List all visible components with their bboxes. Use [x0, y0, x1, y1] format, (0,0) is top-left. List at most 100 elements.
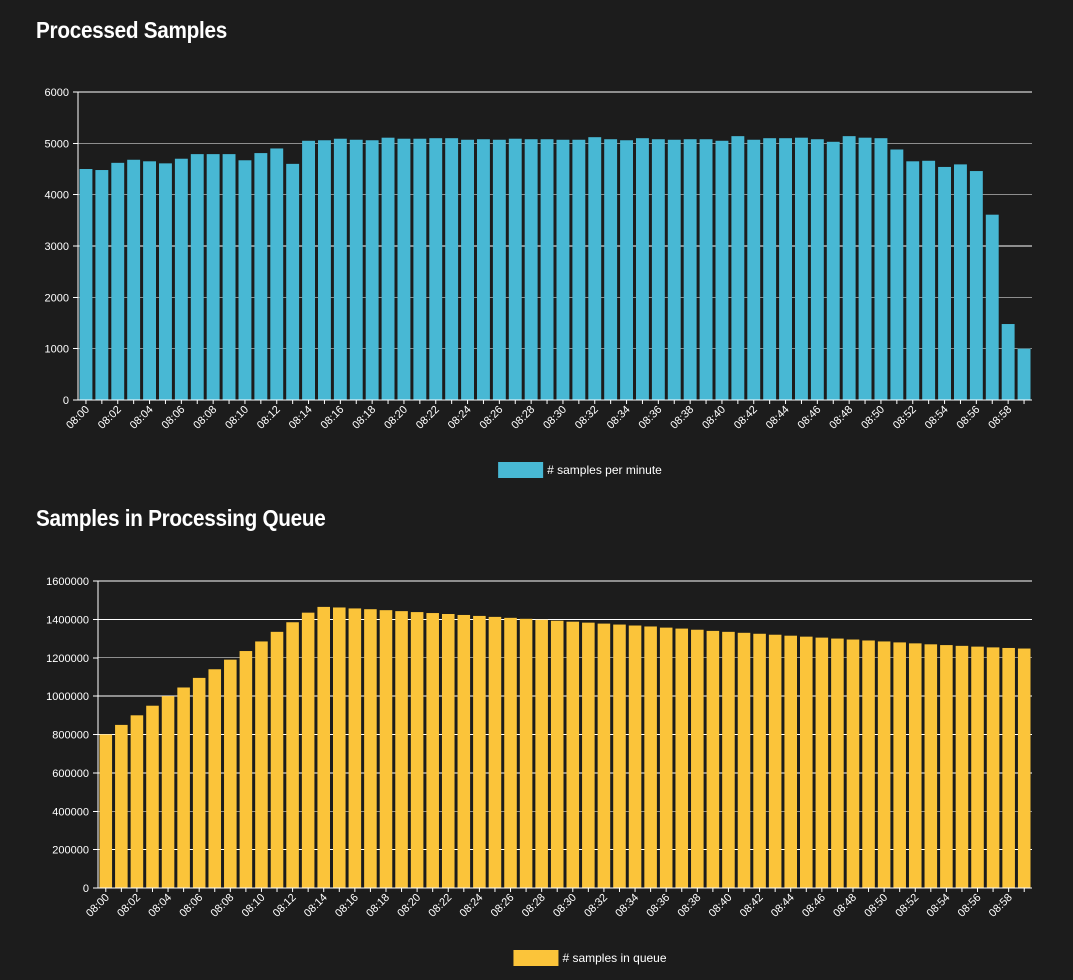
bar: [969, 171, 983, 400]
bar: [286, 622, 299, 888]
y-tick-label: 1000000: [46, 691, 89, 703]
bar: [473, 615, 486, 888]
x-tick-label: 08:00: [64, 404, 92, 432]
bar: [540, 139, 554, 400]
bar: [706, 630, 720, 888]
bar: [858, 137, 872, 400]
x-tick-label: 08:30: [551, 892, 579, 920]
bar: [784, 635, 797, 888]
y-tick-label: 2000: [45, 292, 69, 304]
bar: [893, 642, 906, 888]
processing-queue-chart: 0 200000 400000 600000 800000 1000000 1200000 1…: [46, 576, 1032, 966]
x-tick-label: 08:06: [160, 404, 188, 432]
x-tick-label: 08:18: [350, 404, 378, 432]
x-tick-label: 08:22: [414, 404, 442, 432]
bar: [95, 170, 109, 400]
bar: [349, 139, 363, 400]
bar: [445, 138, 459, 400]
x-tick-label: 08:48: [831, 892, 859, 920]
x-tick-label: 08:28: [509, 404, 537, 432]
bar: [397, 138, 411, 401]
bar: [239, 651, 253, 888]
bar: [922, 160, 936, 400]
bar: [747, 139, 761, 400]
y-tick-label: 0: [63, 395, 69, 407]
bar: [379, 610, 393, 888]
x-tick-label: 08:04: [128, 404, 156, 432]
x-tick-label: 08:48: [827, 404, 855, 432]
x-tick-label: 08:24: [458, 892, 486, 920]
x-tick-label: 08:46: [796, 404, 824, 432]
bar: [224, 659, 237, 888]
bar: [815, 637, 829, 888]
bar: [620, 140, 633, 400]
x-tick-label: 08:44: [769, 892, 797, 920]
bar: [659, 627, 673, 888]
x-tick-label: 08:42: [732, 404, 760, 432]
bar: [955, 645, 969, 888]
bar: [508, 138, 522, 401]
legend-swatch: [498, 462, 544, 478]
x-tick-label: 08:14: [302, 892, 330, 920]
bar: [159, 163, 172, 400]
bar: [1002, 647, 1015, 888]
x-tick-label: 08:56: [956, 892, 984, 920]
bar: [800, 636, 813, 888]
y-tick-label: 4000: [45, 190, 69, 202]
bar: [457, 614, 471, 888]
bar: [628, 625, 642, 888]
bar: [753, 633, 766, 888]
x-tick-label: 08:06: [177, 892, 205, 920]
bar: [206, 154, 220, 400]
x-tick-label: 08:34: [605, 404, 633, 432]
bar: [286, 163, 300, 400]
x-tick-label: 08:08: [191, 404, 219, 432]
y-tick-label: 5000: [45, 138, 69, 150]
x-tick-label: 08:40: [707, 892, 735, 920]
bar: [208, 669, 222, 888]
bar: [333, 607, 346, 888]
bar: [318, 140, 331, 400]
legend-label: # samples in queue: [562, 951, 666, 965]
x-tick-label: 08:14: [287, 404, 315, 432]
x-tick-label: 08:50: [859, 404, 887, 432]
x-tick-label: 08:38: [675, 892, 703, 920]
x-tick-label: 08:08: [208, 892, 236, 920]
bar: [254, 153, 268, 400]
bar: [566, 621, 580, 888]
bar: [238, 160, 252, 400]
x-tick-label: 08:52: [891, 404, 919, 432]
bar: [986, 647, 1000, 888]
x-tick-label: 08:10: [240, 892, 268, 920]
bar: [683, 139, 697, 400]
bar: [691, 629, 704, 888]
y-tick-label: 1600000: [46, 576, 89, 588]
bar: [441, 614, 455, 888]
bar: [477, 139, 490, 400]
bar: [255, 641, 268, 888]
bar: [365, 140, 379, 400]
bar: [364, 609, 377, 888]
bar: [924, 644, 938, 888]
bar: [675, 628, 689, 888]
y-tick-label: 0: [83, 883, 89, 895]
x-tick-label: 08:42: [738, 892, 766, 920]
x-tick-label: 08:32: [582, 892, 610, 920]
x-tick-label: 08:20: [382, 404, 410, 432]
bar: [779, 138, 792, 400]
bar: [715, 140, 729, 400]
y-tick-label: 1400000: [46, 614, 89, 626]
processed-samples-chart: 0 1000 2000 3000 4000 5000 6000 08:00 08:02 08:04…: [45, 87, 1032, 478]
x-tick-label: 08:46: [800, 892, 828, 920]
bar: [636, 138, 649, 400]
bar: [270, 148, 284, 400]
bar: [862, 640, 875, 888]
bar: [395, 611, 408, 888]
bar: [519, 618, 533, 888]
y-tick-label: 800000: [52, 730, 89, 742]
x-tick-label: 08:34: [613, 892, 641, 920]
y-tick-label: 1200000: [46, 653, 89, 665]
bar: [492, 139, 506, 400]
processing-queue-title: Samples in Processing Queue: [36, 505, 326, 531]
x-tick-label: 08:36: [644, 892, 672, 920]
